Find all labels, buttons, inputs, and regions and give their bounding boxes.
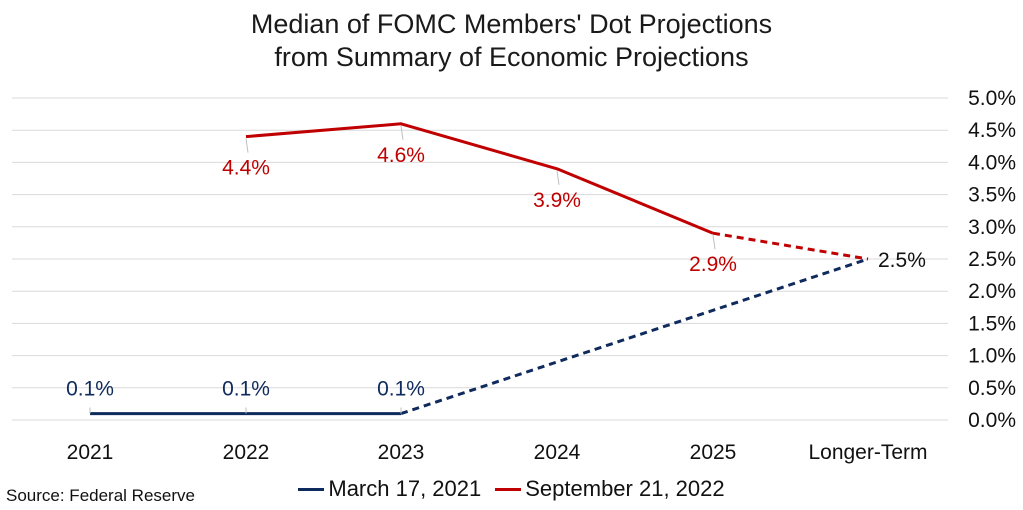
y-tick-label: 2.0%	[968, 280, 1016, 303]
y-tick-label: 1.0%	[968, 345, 1016, 368]
x-tick-label: 2022	[223, 441, 270, 464]
legend-label-march-2021: March 17, 2021	[328, 476, 482, 501]
y-tick-label: 4.5%	[968, 119, 1016, 142]
legend-item-march-2021: March 17, 2021	[298, 476, 481, 502]
data-label: 0.1%	[66, 378, 114, 401]
y-tick-label: 0.5%	[968, 377, 1016, 400]
x-tick-label: Longer-Term	[808, 441, 927, 464]
source-note: Source: Federal Reserve	[6, 486, 195, 505]
x-tick-label: 2025	[690, 441, 737, 464]
data-label: 4.4%	[222, 157, 270, 180]
series-line-1-solid	[245, 122, 714, 235]
y-tick-label: 5.0%	[968, 87, 1016, 110]
data-label: 2.9%	[689, 253, 737, 276]
y-tick-label: 1.5%	[968, 312, 1016, 335]
data-label-longer-term: 2.5%	[878, 249, 926, 272]
data-label: 0.1%	[377, 378, 425, 401]
chart-title-line1: Median of FOMC Members' Dot Projections	[250, 9, 773, 39]
data-label: 0.1%	[222, 378, 270, 401]
x-tick-label: 2024	[534, 441, 581, 464]
series-line-0-dashed	[400, 257, 869, 416]
data-label-leader	[400, 125, 404, 140]
data-label-leader	[712, 235, 716, 250]
legend-swatch-september-2022	[495, 487, 522, 491]
data-label: 4.6%	[377, 144, 425, 167]
y-tick-label: 3.0%	[968, 216, 1016, 239]
data-label: 3.9%	[533, 189, 581, 212]
data-label-leader	[245, 138, 249, 153]
x-tick-label: 2021	[67, 441, 114, 464]
data-label-leader	[556, 170, 560, 185]
series-line-1-dashed	[712, 231, 869, 261]
y-tick-label: 3.5%	[968, 184, 1016, 207]
chart-legend: March 17, 2021 September 21, 2022	[0, 476, 1023, 502]
y-tick-label: 0.0%	[968, 409, 1016, 432]
legend-swatch-march-2021	[298, 487, 325, 491]
chart-title: Median of FOMC Members' Dot Projections …	[0, 8, 1023, 74]
chart-subtitle: from Summary of Economic Projections	[274, 42, 749, 72]
y-tick-label: 2.5%	[968, 248, 1016, 271]
legend-item-september-2022: September 21, 2022	[495, 476, 725, 502]
x-tick-label: 2023	[378, 441, 425, 464]
y-tick-label: 4.0%	[968, 151, 1016, 174]
legend-label-september-2022: September 21, 2022	[525, 476, 725, 501]
